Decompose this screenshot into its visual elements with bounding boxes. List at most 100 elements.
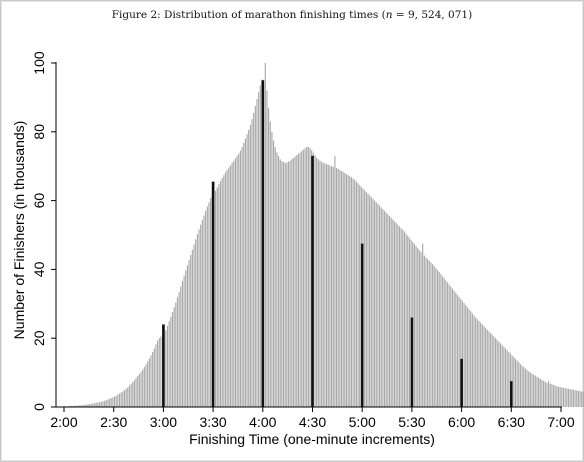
bar: [188, 260, 190, 407]
bar: [132, 382, 134, 407]
bar: [282, 162, 285, 407]
bar: [347, 175, 349, 407]
bar: [536, 376, 538, 407]
bar: [128, 385, 131, 407]
bar: [84, 404, 86, 407]
y-axis-title: Number of Finishers (in thousands): [11, 121, 27, 340]
bar: [450, 286, 452, 407]
bar: [259, 85, 261, 408]
bar: [137, 376, 139, 407]
bar: [445, 280, 447, 407]
bar: [504, 348, 507, 407]
bar: [69, 405, 71, 407]
bar: [468, 309, 470, 407]
caption-suffix: ): [468, 9, 473, 21]
bar: [271, 131, 273, 408]
bar: [140, 371, 142, 407]
bar: [206, 206, 208, 407]
bar: [566, 388, 568, 407]
bar: [393, 221, 396, 407]
bar: [158, 338, 160, 407]
bar: [438, 272, 440, 407]
bar: [231, 162, 233, 407]
bar: [556, 386, 558, 407]
x-tick-label: 2:00: [50, 414, 77, 430]
bar: [521, 365, 523, 407]
bar: [562, 387, 565, 407]
bar: [244, 138, 246, 407]
bar: [433, 265, 435, 407]
bar: [251, 119, 253, 408]
bar: [115, 395, 117, 407]
bar: [579, 391, 581, 407]
bar: [309, 147, 311, 407]
bar: [374, 200, 376, 407]
bar: [243, 142, 245, 408]
bar: [130, 383, 132, 407]
caption-n-value: = 9, 524, 071: [392, 9, 469, 21]
bar: [157, 340, 159, 407]
bar: [294, 156, 296, 407]
bar: [147, 361, 149, 407]
bar: [551, 384, 553, 407]
bar: [113, 396, 116, 407]
bar: [173, 307, 175, 407]
bar: [436, 270, 439, 407]
bar: [443, 278, 445, 407]
bar: [461, 301, 464, 407]
highlighted-bar: [410, 317, 414, 407]
x-tick-label: 3:30: [199, 414, 226, 430]
bar: [435, 268, 437, 407]
bar: [407, 235, 409, 407]
bar: [417, 248, 419, 407]
bar: [85, 404, 87, 407]
bar: [534, 375, 536, 407]
bar: [155, 344, 157, 407]
caption-n-symbol: n: [385, 9, 393, 21]
bar: [256, 99, 258, 408]
bar: [272, 140, 275, 407]
bar: [191, 249, 193, 407]
bar: [425, 257, 427, 407]
bar: [544, 381, 546, 407]
bar: [528, 371, 530, 407]
x-tick-label: 5:30: [398, 414, 425, 430]
bar: [448, 284, 450, 407]
bar: [432, 264, 434, 407]
bar: [569, 389, 571, 407]
highlighted-bar: [311, 155, 314, 407]
bar: [415, 246, 417, 407]
bar: [546, 382, 548, 407]
bar: [503, 346, 505, 407]
caption-prefix: Figure 2: Distribution of marathon finis…: [111, 9, 386, 21]
bar: [97, 402, 99, 407]
bar: [95, 402, 97, 407]
bar: [498, 341, 500, 407]
bar: [107, 399, 109, 407]
bar: [307, 146, 309, 407]
bar: [339, 169, 341, 407]
bar: [559, 387, 561, 407]
bar: [190, 254, 192, 407]
bar: [148, 358, 150, 407]
bar: [572, 389, 575, 407]
bar: [322, 162, 324, 407]
bar: [470, 311, 472, 407]
bar: [150, 355, 152, 407]
bar: [337, 168, 339, 407]
bar: [385, 212, 387, 407]
x-tick-label: 4:00: [249, 414, 276, 430]
bar: [531, 373, 533, 407]
bar: [370, 197, 372, 407]
bar: [72, 405, 74, 407]
bar: [274, 147, 276, 407]
bar: [92, 403, 94, 407]
bar: [552, 384, 555, 407]
bar: [238, 153, 240, 407]
bar: [87, 404, 89, 407]
bar: [506, 350, 508, 407]
x-axis-title: Finishing Time (one-minute increments): [189, 431, 435, 447]
bar: [330, 166, 333, 407]
bar: [299, 152, 301, 407]
bar: [460, 298, 462, 407]
